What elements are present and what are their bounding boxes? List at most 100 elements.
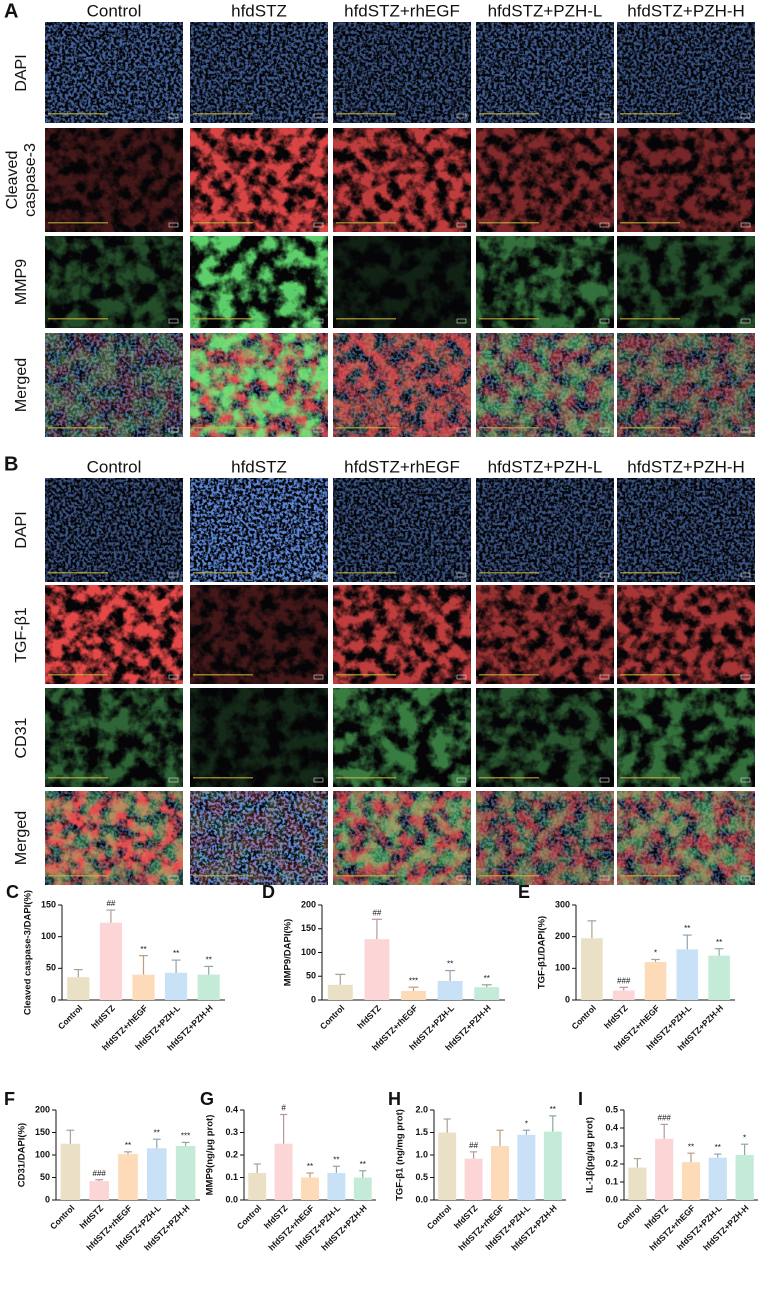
image-caption [193, 875, 253, 877]
micrograph [617, 236, 755, 328]
significance-label: * [654, 949, 657, 958]
micrograph [476, 791, 614, 885]
micrograph [617, 585, 755, 684]
micrograph [333, 128, 471, 232]
significance-label: *** [181, 1132, 190, 1141]
significance-label: ** [484, 974, 490, 983]
x-tick-label: hfdSTZ [355, 1003, 383, 1031]
y-tick-label: 0 [311, 994, 316, 1004]
y-tick-label: 100 [41, 931, 56, 941]
significance-label: ** [447, 960, 453, 969]
error-bar [408, 986, 419, 991]
x-tick-label: Control [425, 1203, 453, 1231]
y-tick-label: 2.0 [415, 1104, 428, 1114]
micrograph [45, 128, 183, 232]
bar [628, 1167, 647, 1200]
bar [681, 1162, 701, 1200]
image-caption [336, 572, 396, 574]
x-tick-label: Control [56, 1003, 84, 1031]
significance-label: ### [617, 976, 631, 985]
column-header: hfdSTZ+rhEGF [344, 457, 460, 476]
column-header: Control [87, 1, 142, 20]
y-axis-label: TGF-β1 (ng/mg prot) [395, 1109, 406, 1201]
error-bar [682, 934, 692, 950]
x-tick-label: hfdSTZ [89, 1003, 117, 1031]
image-caption [193, 427, 253, 429]
image-caption [48, 318, 108, 320]
micrograph [476, 128, 614, 232]
stain-layer [333, 478, 471, 582]
bar [353, 1177, 372, 1200]
image-caption [620, 674, 680, 676]
y-tick-label: 0.5 [415, 1172, 428, 1182]
y-axis-label: Cleaved caspase-3/DAPI(%) [23, 890, 34, 1015]
y-tick-label: 0.1 [605, 1176, 618, 1186]
error-bar [651, 958, 660, 962]
row-label: Merged [13, 810, 30, 866]
y-tick-label: 0.1 [225, 1172, 238, 1182]
error-bar [740, 1143, 749, 1155]
image-caption [336, 427, 396, 429]
image-caption [336, 222, 396, 224]
bar [474, 987, 500, 1000]
error-bar [371, 918, 382, 940]
stain-layer [617, 688, 755, 787]
micrograph [617, 333, 755, 437]
stain-layer [476, 333, 614, 437]
bar [655, 1138, 674, 1200]
bar [438, 1132, 457, 1200]
y-tick-label: 300 [555, 899, 570, 909]
bar [248, 1173, 267, 1200]
micrograph [333, 22, 471, 123]
stain-layer [190, 791, 328, 885]
micrograph [333, 333, 471, 437]
image-caption [620, 113, 680, 115]
bar [543, 1131, 562, 1200]
error-bar [106, 909, 116, 923]
bar [175, 1146, 196, 1200]
micrograph [476, 22, 614, 123]
micrograph [190, 236, 328, 328]
image-caption [48, 222, 108, 224]
y-tick-label: 0.3 [225, 1127, 238, 1137]
scale-bar [313, 113, 324, 119]
scale-bar [456, 318, 467, 324]
scale-bar [313, 777, 324, 783]
micrograph [476, 236, 614, 328]
panel-letter: C [6, 882, 19, 902]
y-axis-label: MMP9(ng/μg prot) [205, 1115, 216, 1196]
y-tick-label: 0.2 [605, 1158, 618, 1168]
column-header: hfdSTZ+PZH-H [627, 457, 745, 476]
image-caption [48, 427, 108, 429]
micrograph [45, 333, 183, 437]
micrograph [617, 478, 755, 582]
stain-layer [190, 236, 328, 328]
image-caption [336, 674, 396, 676]
y-tick-label: 0.0 [605, 1194, 618, 1204]
significance-label: ** [550, 1105, 556, 1114]
scale-bar [313, 427, 324, 433]
y-axis-label: IL-1β(pg/μg prot) [585, 1117, 596, 1193]
scale-bar [313, 875, 324, 881]
micrograph [45, 585, 183, 684]
image-caption [620, 427, 680, 429]
y-tick-label: 200 [301, 899, 316, 909]
bar [327, 1173, 346, 1200]
column-header: hfdSTZ [231, 1, 287, 20]
row-label: Cleaved caspase-3 [4, 143, 39, 217]
micrograph [190, 585, 328, 684]
scale-bar [168, 113, 179, 119]
image-caption [193, 222, 253, 224]
micrograph [190, 478, 328, 582]
error-bar [496, 1129, 504, 1146]
image-caption [336, 113, 396, 115]
error-bar [152, 1138, 161, 1149]
significance-label: ** [688, 1142, 694, 1151]
y-tick-label: 150 [301, 923, 316, 933]
significance-label: ** [173, 949, 179, 958]
scale-bar [456, 875, 467, 881]
stain-layer [333, 22, 471, 123]
stain-layer [617, 478, 755, 582]
micrograph [45, 791, 183, 885]
y-tick-label: 50 [46, 963, 56, 973]
